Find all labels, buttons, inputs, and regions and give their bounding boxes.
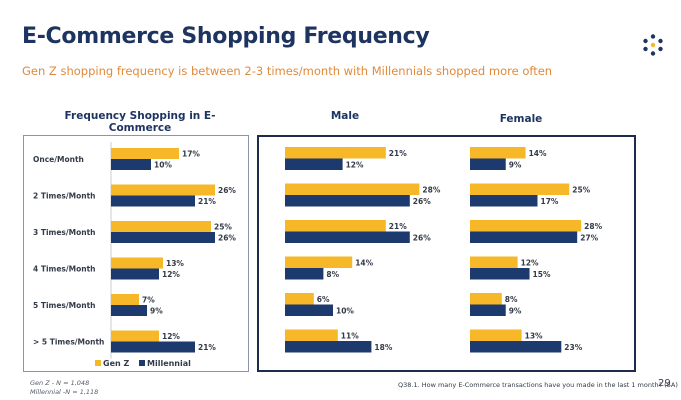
bar-gen-z [470, 147, 526, 159]
chart-title-female: Female [499, 113, 543, 125]
bar-gen-z [470, 329, 522, 341]
page-title: E-Commerce Shopping Frequency [22, 24, 430, 49]
data-label: 12% [162, 332, 180, 341]
legend-label-gen-z: Gen Z [103, 359, 129, 368]
category-label: 3 Times/Month [33, 228, 96, 237]
bar-gen-z [111, 330, 159, 342]
bar-millennial [470, 268, 530, 280]
bar-millennial [470, 341, 562, 353]
bar-millennial [111, 268, 159, 280]
bar-millennial [111, 195, 195, 207]
bar-millennial [111, 305, 147, 316]
bar-millennial [470, 304, 506, 316]
legend-label-millennial: Millennial [147, 359, 191, 368]
sample-size-note: Gen Z - N = 1,048 Millennial -N = 1,118 [30, 379, 98, 397]
data-label: 9% [509, 307, 522, 316]
data-label: 26% [218, 234, 236, 243]
bar-gen-z [470, 256, 518, 268]
data-label: 10% [154, 161, 172, 170]
data-label: 21% [389, 222, 407, 231]
bar-gen-z [111, 257, 163, 269]
data-label: 7% [142, 296, 155, 305]
data-label: 13% [166, 259, 184, 268]
data-label: 17% [182, 150, 200, 159]
chart-title-male: Male [330, 110, 360, 122]
data-label: 17% [540, 197, 558, 206]
data-label: 11% [341, 332, 359, 341]
data-label: 12% [162, 270, 180, 279]
sample-size-genz: Gen Z - N = 1,048 [30, 379, 90, 387]
category-label: 4 Times/Month [33, 265, 96, 274]
legend-swatch-millennial [139, 360, 145, 366]
data-label: 10% [336, 307, 354, 316]
bar-gen-z [111, 221, 211, 232]
category-label: > 5 Times/Month [33, 338, 104, 347]
data-label: 26% [413, 234, 431, 243]
data-label: 18% [374, 343, 392, 352]
data-label: 13% [525, 332, 543, 341]
bar-millennial [111, 159, 151, 170]
data-label: 12% [521, 259, 539, 268]
bar-gen-z [285, 329, 338, 341]
category-label: Once/Month [33, 155, 84, 164]
data-label: 21% [198, 197, 216, 206]
data-label: 25% [572, 186, 590, 195]
bar-gen-z [285, 220, 386, 232]
page-subtitle: Gen Z shopping frequency is between 2-3 … [22, 64, 553, 78]
bar-millennial [285, 158, 343, 170]
data-label: 23% [564, 343, 582, 352]
bar-millennial [111, 341, 195, 353]
bar-millennial [285, 195, 410, 207]
category-label: 5 Times/Month [33, 301, 96, 310]
page-number: 29 [658, 378, 671, 389]
bar-gen-z [470, 220, 582, 232]
bar-millennial [111, 232, 215, 243]
bar-gen-z [285, 293, 314, 305]
bar-gen-z [285, 147, 386, 159]
bar-millennial [285, 304, 333, 316]
data-label: 8% [326, 270, 339, 279]
bar-millennial [285, 341, 372, 353]
data-label: 27% [580, 234, 598, 243]
bar-gen-z [285, 256, 353, 268]
bar-gen-z [111, 184, 215, 196]
bar-millennial [285, 268, 324, 280]
bar-millennial [285, 231, 410, 243]
data-label: 12% [346, 161, 364, 170]
data-label: 8% [505, 295, 518, 304]
bar-gen-z [111, 148, 179, 159]
chart-panel-overall [23, 135, 249, 372]
bar-gen-z [470, 183, 570, 195]
category-label: 2 Times/Month [33, 192, 96, 201]
data-label: 14% [355, 259, 373, 268]
bar-gen-z [470, 293, 502, 305]
survey-question: Q38.1. How many E-Commerce transactions … [398, 381, 678, 389]
data-label: 26% [218, 186, 236, 195]
chart-title-overall: Frequency Shopping in E-Commerce [64, 110, 216, 134]
sample-size-millennial: Millennial -N = 1,118 [30, 388, 99, 396]
dots-circle-logo-icon [643, 34, 663, 56]
data-label: 26% [413, 197, 431, 206]
data-label: 6% [317, 295, 330, 304]
bar-millennial [470, 158, 506, 170]
data-label: 15% [533, 270, 551, 279]
bar-gen-z [285, 183, 420, 195]
data-label: 21% [198, 343, 216, 352]
data-label: 28% [422, 186, 440, 195]
bar-millennial [470, 231, 578, 243]
data-label: 21% [389, 149, 407, 158]
data-label: 25% [214, 223, 232, 232]
data-label: 9% [150, 307, 163, 316]
chart-panel-gender [257, 135, 636, 372]
data-label: 9% [509, 161, 522, 170]
bar-millennial [470, 195, 538, 207]
legend-swatch-gen-z [95, 360, 101, 366]
data-label: 14% [529, 149, 547, 158]
bar-gen-z [111, 294, 139, 305]
data-label: 28% [584, 222, 602, 231]
